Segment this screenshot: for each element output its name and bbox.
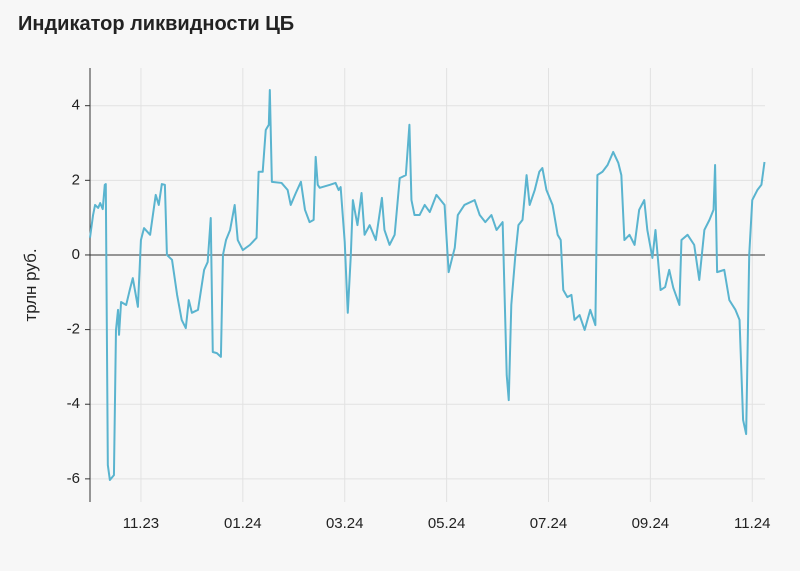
y-tick-label: -2 [67, 321, 80, 338]
y-axis-label: трлн руб. [21, 248, 40, 321]
x-tick-label: 11.23 [123, 515, 159, 532]
data-line [89, 89, 766, 481]
y-tick-label: 2 [72, 171, 80, 188]
y-tick-label: -6 [67, 470, 80, 487]
x-tick-label: 07.24 [530, 515, 568, 532]
x-tick-label: 03.24 [326, 515, 364, 532]
x-tick-label: 11.24 [734, 515, 770, 532]
x-tick-label: 05.24 [428, 515, 466, 532]
chart-title: Индикатор ликвидности ЦБ [18, 13, 294, 35]
x-tick-label: 09.24 [632, 515, 670, 532]
y-tick-label: 4 [72, 97, 80, 114]
y-tick-label: 0 [72, 246, 80, 263]
x-tick-label: 01.24 [224, 515, 262, 532]
y-tick-label: -4 [67, 395, 80, 412]
